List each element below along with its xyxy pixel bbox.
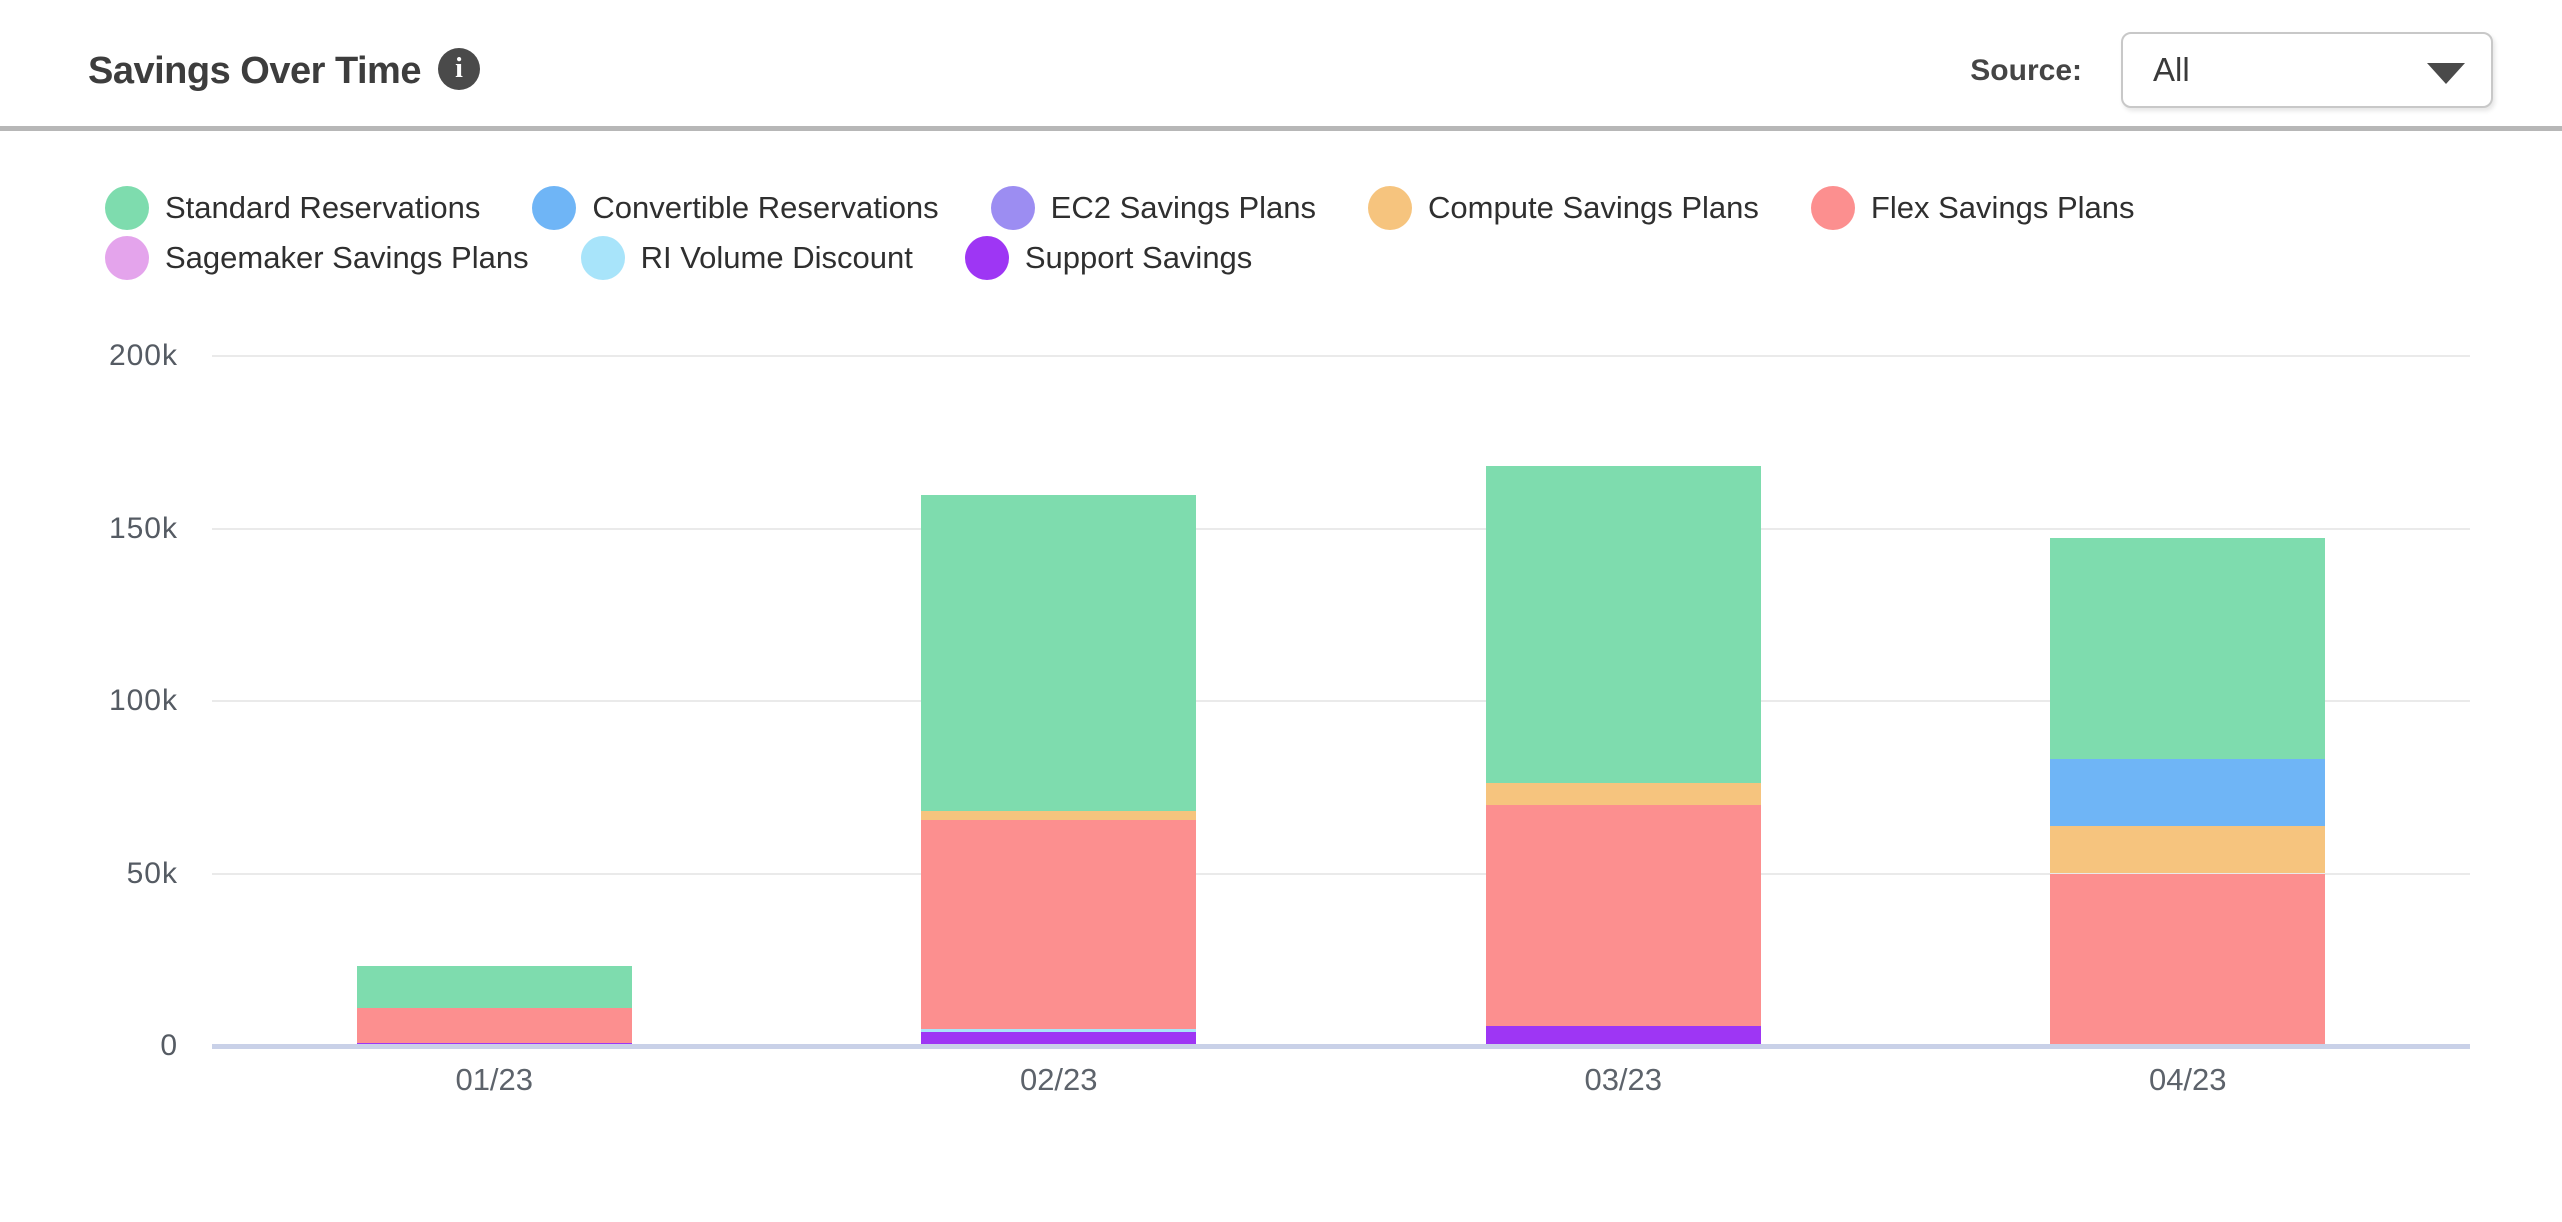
bar-segment-flex-savings-plans[interactable]	[921, 820, 1197, 1029]
legend-item-flex-savings-plans[interactable]: Flex Savings Plans	[1810, 186, 2135, 230]
x-axis-tick-label: 04/23	[2148, 1062, 2227, 1097]
x-axis-tick-label: 02/23	[1019, 1062, 1098, 1097]
bar-segment-compute-savings-plans[interactable]	[921, 811, 1197, 821]
legend-item-compute-savings-plans[interactable]: Compute Savings Plans	[1368, 186, 1759, 230]
legend-item-ec2-savings-plans[interactable]: EC2 Savings Plans	[990, 186, 1317, 230]
legend-item-label: Standard Reservations	[165, 190, 481, 225]
legend-item-label: Support Savings	[1024, 240, 1253, 275]
bar-segment-support-savings[interactable]	[921, 1032, 1197, 1046]
x-axis-tick-label: 01/23	[455, 1062, 534, 1097]
x-axis-line	[212, 1044, 2470, 1049]
gridline-50k	[212, 872, 2470, 875]
bar-segment-standard-reservations[interactable]	[1485, 466, 1761, 783]
bar-segment-standard-reservations[interactable]	[356, 965, 632, 1009]
header-divider	[0, 126, 2562, 131]
legend-row-1: Standard Reservations Convertible Reserva…	[105, 184, 2455, 232]
info-icon[interactable]: i	[438, 48, 480, 90]
gridline-150k	[212, 527, 2470, 530]
legend-item-support-savings[interactable]: Support Savings	[964, 236, 1253, 280]
bar-segment-convertible-reservations[interactable]	[2050, 759, 2326, 826]
legend-color-dot	[532, 186, 577, 230]
gridline-100k	[212, 700, 2470, 702]
legend-item-ri-volume-discount[interactable]: RI Volume Discount	[580, 236, 913, 280]
bar-segment-standard-reservations[interactable]	[2050, 537, 2326, 760]
widget-header: Savings Over Time i Source: All	[0, 0, 2562, 126]
source-select-value: All	[2153, 51, 2190, 88]
legend-item-label: Flex Savings Plans	[1870, 190, 2135, 225]
bar-segment-flex-savings-plans[interactable]	[356, 1008, 632, 1043]
legend-item-label: EC2 Savings Plans	[1050, 190, 1317, 225]
legend-color-dot	[990, 186, 1035, 230]
legend-item-standard-reservations[interactable]: Standard Reservations	[105, 186, 480, 230]
bar-segment-flex-savings-plans[interactable]	[1485, 805, 1761, 1026]
bar-segment-compute-savings-plans[interactable]	[2050, 825, 2326, 874]
page-title: Savings Over Time	[88, 50, 421, 92]
legend-item-label: Convertible Reservations	[592, 190, 939, 225]
legend-color-dot	[1810, 186, 1855, 230]
bar-segment-ri-volume-discount[interactable]	[921, 1028, 1197, 1033]
legend-color-dot	[1368, 186, 1413, 230]
y-axis-tick-label: 50k	[126, 856, 178, 890]
x-axis-tick-label: 03/23	[1584, 1062, 1663, 1097]
y-axis-tick-label: 100k	[108, 684, 178, 717]
source-select[interactable]: All	[2121, 32, 2493, 108]
chevron-down-icon	[2427, 63, 2465, 84]
legend-color-dot	[105, 236, 149, 280]
y-axis-tick-label: 200k	[108, 339, 178, 372]
legend-row-2: Sagemaker Savings Plans RI Volume Discoun…	[105, 234, 2455, 282]
legend-item-sagemaker-savings-plans[interactable]: Sagemaker Savings Plans	[105, 236, 529, 280]
bar-segment-support-savings[interactable]	[1485, 1025, 1761, 1046]
legend-item-label: RI Volume Discount	[640, 240, 913, 275]
y-axis-tick-label: 0	[160, 1029, 178, 1062]
bar-segment-standard-reservations[interactable]	[921, 494, 1197, 812]
source-filter-label: Source:	[1970, 54, 2082, 87]
gridline-200k	[212, 355, 2470, 357]
legend-item-label: Sagemaker Savings Plans	[165, 240, 529, 275]
legend-color-dot	[105, 186, 149, 230]
y-axis-tick-label: 150k	[108, 511, 178, 545]
chart-legend: Standard Reservations Convertible Reserva…	[105, 184, 2455, 284]
legend-color-dot	[580, 236, 625, 280]
legend-item-convertible-reservations[interactable]: Convertible Reservations	[532, 186, 939, 230]
legend-item-label: Compute Savings Plans	[1428, 190, 1759, 225]
legend-color-dot	[964, 236, 1009, 280]
bar-segment-compute-savings-plans[interactable]	[1485, 782, 1761, 806]
bar-segment-flex-savings-plans[interactable]	[2050, 873, 2326, 1046]
